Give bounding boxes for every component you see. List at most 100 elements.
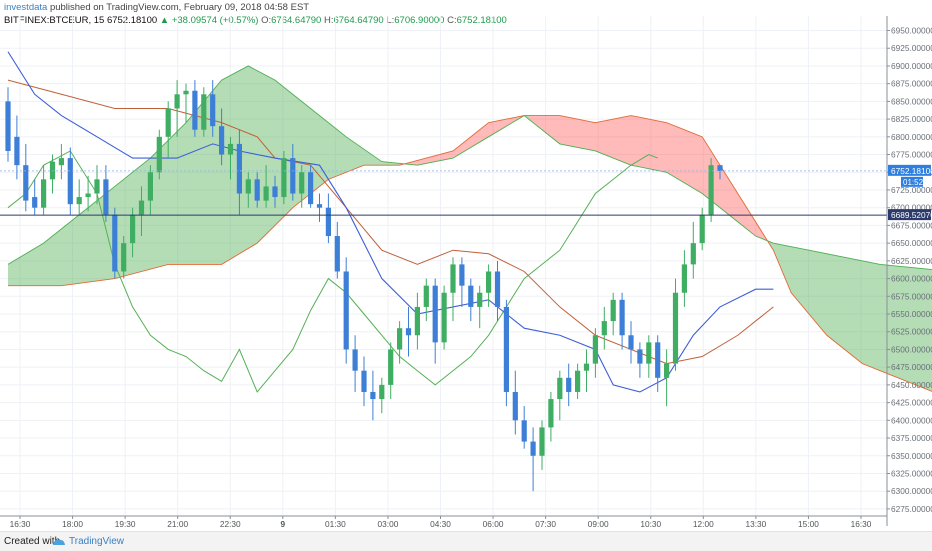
candle-body xyxy=(236,143,242,194)
candle xyxy=(405,306,412,357)
candle-body xyxy=(405,328,412,336)
candle xyxy=(575,363,581,400)
tradingview-brand: TradingView xyxy=(69,536,125,547)
candle-body xyxy=(503,306,509,392)
tradingview-link[interactable]: TradingView xyxy=(52,532,124,551)
created-with-label: Created with xyxy=(4,536,61,547)
candle xyxy=(699,207,705,251)
candle-body xyxy=(263,186,269,201)
low-value: 6706.90000 xyxy=(394,15,445,26)
y-tick-label: 6625.00000 xyxy=(891,256,932,266)
candle-body xyxy=(121,243,127,272)
candle-body xyxy=(41,179,47,208)
y-tick-label: 6300.00000 xyxy=(891,486,932,496)
candle xyxy=(512,370,518,435)
candle-body xyxy=(76,197,82,205)
candle-body xyxy=(58,158,64,166)
candle xyxy=(183,83,189,123)
candle-body xyxy=(690,243,696,265)
candle-body xyxy=(708,165,714,215)
x-tick-label: 19:30 xyxy=(115,519,136,529)
candle-body xyxy=(316,204,323,208)
cloud-bullish xyxy=(8,65,409,286)
candles xyxy=(5,80,723,492)
candle-body xyxy=(637,349,643,364)
x-tick-label: 01:30 xyxy=(325,519,346,529)
candle-body xyxy=(459,264,465,286)
x-tick-label: 09:00 xyxy=(588,519,609,529)
candle xyxy=(112,207,118,279)
candle-body xyxy=(494,271,501,307)
candle-body xyxy=(379,384,385,400)
candle xyxy=(503,299,509,407)
candle xyxy=(388,342,394,400)
candle-body xyxy=(619,299,625,336)
candle-body xyxy=(717,165,723,171)
candle xyxy=(138,186,145,237)
last-price-tag: 6752.18100 xyxy=(891,166,932,176)
candle xyxy=(219,108,225,166)
candle xyxy=(664,349,670,407)
high-label: H: xyxy=(323,15,334,26)
change-up-icon: ▲ xyxy=(159,15,170,26)
candle xyxy=(254,172,260,208)
y-tick-label: 6325.00000 xyxy=(891,468,932,478)
candle xyxy=(566,363,572,407)
candle xyxy=(290,143,296,201)
x-tick-label: 9 xyxy=(281,519,286,529)
candle-body xyxy=(548,399,554,428)
high-value: 6764.64790 xyxy=(333,15,384,26)
x-tick-label: 18:00 xyxy=(62,519,83,529)
candle-body xyxy=(539,427,545,456)
candle xyxy=(325,193,331,244)
candle-body xyxy=(174,94,180,109)
candle xyxy=(103,165,109,222)
candle-body xyxy=(664,363,670,378)
price-chart[interactable]: 6950.00000 6925.00000 6900.00000 6875.00000… xyxy=(0,0,932,531)
candle xyxy=(610,292,616,336)
candle-body xyxy=(325,207,331,237)
candle xyxy=(450,257,456,322)
author-link[interactable]: investdata xyxy=(4,2,48,13)
candle xyxy=(370,370,376,421)
candle-body xyxy=(290,158,296,194)
candle xyxy=(601,306,607,350)
candle xyxy=(681,250,687,307)
candle-body xyxy=(450,264,456,293)
candle-body xyxy=(138,200,145,215)
candle-body xyxy=(227,143,234,155)
candle xyxy=(459,257,465,307)
y-tick-label: 6925.00000 xyxy=(891,43,932,53)
candle xyxy=(672,278,679,371)
countdown-tag-bg xyxy=(901,176,923,187)
candle-body xyxy=(699,214,705,244)
candle xyxy=(432,278,438,364)
candle xyxy=(147,165,153,215)
y-tick-label: 6850.00000 xyxy=(891,96,932,106)
level-tag-bg xyxy=(888,209,931,221)
candle xyxy=(539,420,545,470)
candle xyxy=(316,193,323,222)
y-tick-label: 6550.00000 xyxy=(891,309,932,319)
x-tick-label: 13:30 xyxy=(745,519,766,529)
candle xyxy=(192,80,198,137)
candle xyxy=(272,175,278,208)
candle xyxy=(717,165,723,180)
candle xyxy=(67,147,73,215)
candle xyxy=(281,150,287,205)
close-label: C: xyxy=(447,15,457,26)
cloud-bearish xyxy=(528,115,769,244)
y-tick-label: 6500.00000 xyxy=(891,344,932,354)
candle xyxy=(5,87,11,162)
candle xyxy=(121,236,127,279)
y-tick-label: 6700.00000 xyxy=(891,203,932,213)
candle xyxy=(49,154,56,194)
y-tick-label: 6275.00000 xyxy=(891,504,932,514)
candle xyxy=(548,391,554,442)
y-tick-label: 6725.00000 xyxy=(891,185,932,195)
candle xyxy=(174,80,180,137)
candle-body xyxy=(272,186,278,198)
candle-body xyxy=(414,306,420,336)
candle-body xyxy=(103,179,109,215)
publish-line: investdata published on TradingView.com,… xyxy=(4,1,507,14)
